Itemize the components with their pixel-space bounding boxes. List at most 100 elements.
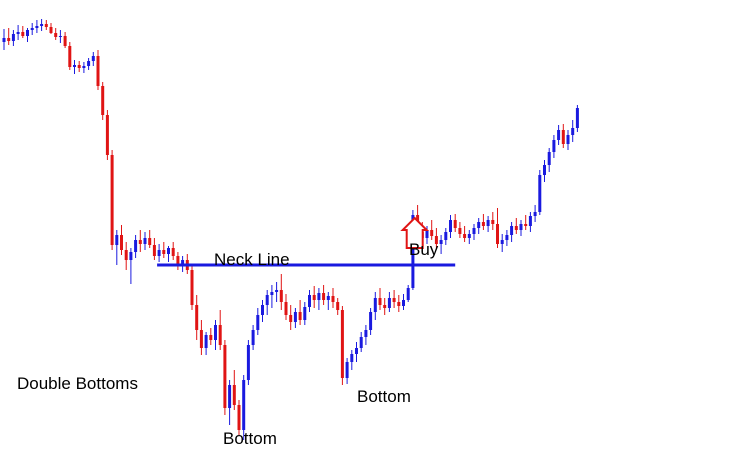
candle-body: [552, 140, 556, 152]
candle-body: [373, 298, 377, 312]
candle-body: [378, 298, 382, 305]
candle-body: [575, 108, 579, 128]
candle-body: [35, 26, 39, 28]
candle-body: [425, 230, 429, 238]
candle-body: [195, 305, 199, 330]
candle-body: [547, 152, 551, 165]
candle-body: [68, 46, 72, 67]
candle-body: [214, 325, 217, 340]
candle-body: [543, 165, 546, 175]
candle-body: [148, 238, 152, 245]
candle-body: [171, 248, 175, 256]
candle-body: [486, 220, 490, 226]
candle-body: [303, 307, 307, 320]
bottom-label-first: Bottom: [223, 429, 277, 448]
candle-body: [30, 28, 34, 30]
candle-body: [458, 228, 462, 234]
candle-body: [331, 296, 335, 302]
candle-body: [73, 65, 76, 67]
buy-label: Buy: [409, 240, 439, 259]
candle-body: [430, 230, 434, 236]
candle-body: [26, 30, 29, 36]
candle-body: [91, 56, 95, 61]
candle-body: [293, 312, 297, 322]
candle-body: [237, 405, 241, 430]
candle-body: [134, 240, 138, 252]
candle-body: [11, 34, 15, 41]
candle-body: [44, 24, 48, 27]
candle-body: [383, 305, 387, 308]
candle-body: [510, 226, 514, 235]
candle-body: [87, 61, 91, 66]
candle-body: [350, 354, 354, 362]
candle-body: [82, 66, 86, 68]
candle-body: [557, 130, 561, 140]
candle-body: [308, 295, 311, 307]
candle-body: [77, 65, 81, 68]
candle-body: [275, 290, 279, 292]
candle-body: [242, 380, 246, 430]
candle-body: [251, 330, 255, 345]
candle-body: [524, 224, 528, 226]
candle-body: [533, 212, 537, 216]
candle-body: [96, 56, 100, 86]
candle-body: [392, 298, 396, 302]
candle-body: [199, 330, 203, 348]
candle-body: [190, 270, 194, 305]
candle-body: [40, 24, 44, 26]
candle-body: [54, 33, 58, 37]
candle-body: [101, 86, 105, 115]
candle-body: [444, 232, 448, 240]
candle-body: [176, 256, 180, 264]
candle-body: [157, 250, 161, 256]
candle-body: [105, 115, 109, 155]
candle-body: [143, 238, 147, 244]
candle-body: [340, 310, 344, 378]
candle-body: [406, 288, 410, 300]
candle-body: [298, 312, 302, 320]
candle-body: [152, 245, 156, 256]
candle-body: [21, 32, 25, 36]
candle-body: [528, 216, 532, 226]
candle-body: [124, 250, 128, 260]
buy-arrow-icon: [400, 216, 430, 249]
candle-body: [232, 385, 236, 405]
candle-body: [228, 385, 232, 408]
candle-body: [115, 235, 119, 245]
candle-body: [49, 27, 53, 33]
candle-body: [500, 240, 504, 244]
candle-body: [449, 220, 452, 232]
candle-body: [472, 228, 476, 234]
candle-body: [138, 240, 142, 244]
candle-body: [402, 300, 405, 306]
candle-body: [336, 302, 340, 310]
candle-body: [209, 335, 213, 340]
candle-body: [538, 175, 542, 212]
candle-body: [279, 290, 283, 302]
candle-body: [463, 234, 467, 238]
candle-body: [312, 295, 316, 300]
candle-body: [519, 224, 523, 230]
candle-body: [467, 234, 471, 238]
candle-body: [162, 250, 166, 254]
candle-body: [345, 362, 349, 378]
candle-body: [364, 330, 368, 337]
candle-body: [359, 337, 363, 348]
candle-body: [284, 302, 288, 315]
candle-body: [505, 235, 509, 240]
candle-body: [270, 292, 274, 295]
candle-body: [256, 315, 260, 330]
neck-line-label: Neck Line: [214, 250, 290, 269]
candle-body: [181, 260, 185, 264]
candle-body: [491, 220, 495, 224]
candle-body: [387, 298, 391, 308]
candle-body: [129, 252, 133, 260]
candle-body: [317, 293, 321, 300]
candle-body: [434, 236, 438, 244]
candle-body: [439, 240, 443, 244]
double-bottoms-label: Double Bottoms: [17, 374, 138, 393]
bottom-label-second: Bottom: [357, 387, 411, 406]
candle-body: [411, 215, 415, 288]
candle-body: [204, 335, 208, 348]
